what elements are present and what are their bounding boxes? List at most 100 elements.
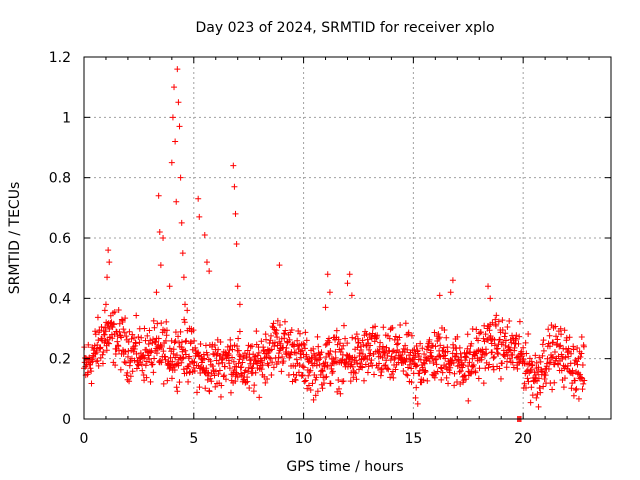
data-point [182, 301, 189, 308]
data-point [227, 343, 234, 350]
data-point [414, 400, 421, 407]
data-point [102, 301, 109, 308]
data-point [151, 355, 158, 362]
data-point [149, 340, 156, 347]
data-point [122, 315, 129, 322]
data-point [535, 403, 542, 410]
data-point [485, 283, 492, 290]
data-point [516, 318, 523, 325]
data-point [131, 335, 138, 342]
data-point [294, 337, 301, 344]
data-point [287, 351, 294, 358]
data-point [216, 367, 223, 374]
data-point [359, 337, 366, 344]
data-point [382, 362, 389, 369]
data-point [450, 359, 457, 366]
y-tick-label: 0.6 [49, 231, 71, 247]
data-point [475, 375, 482, 382]
data-point [192, 344, 199, 351]
data-point [417, 340, 424, 347]
data-point [259, 362, 266, 369]
data-point [169, 358, 176, 365]
data-point [466, 359, 473, 366]
data-point [445, 380, 452, 387]
data-point [478, 356, 485, 363]
data-point [242, 367, 249, 374]
data-point [211, 372, 218, 379]
data-point [157, 262, 164, 269]
data-point [368, 334, 375, 341]
data-point [307, 386, 314, 393]
data-point [227, 389, 234, 396]
data-point [271, 343, 278, 350]
data-point [160, 235, 167, 241]
data-point [408, 332, 415, 339]
data-point [129, 368, 136, 375]
data-point [121, 358, 128, 365]
data-point [531, 374, 538, 381]
data-point [141, 377, 148, 384]
data-point [293, 349, 300, 356]
data-point [580, 380, 587, 387]
data-point [441, 327, 448, 334]
data-point [124, 376, 131, 383]
data-point [270, 364, 277, 371]
data-point [112, 350, 119, 357]
data-point [352, 370, 359, 377]
data-point [364, 336, 371, 343]
data-point [564, 362, 571, 369]
data-point [491, 342, 498, 349]
data-point [402, 342, 409, 349]
data-point [378, 365, 385, 372]
data-point [138, 334, 145, 341]
data-point [551, 348, 558, 355]
data-point [221, 363, 228, 370]
data-point [227, 336, 234, 343]
data-point [554, 336, 561, 343]
data-point [442, 355, 449, 362]
data-point [447, 364, 454, 371]
data-point [573, 358, 580, 365]
data-point [578, 350, 585, 357]
data-point [166, 365, 173, 372]
data-point [403, 355, 410, 362]
data-point [494, 345, 501, 352]
data-point [403, 371, 410, 378]
data-point [437, 342, 444, 349]
data-point [379, 343, 386, 350]
data-points [81, 66, 588, 422]
data-point [180, 366, 187, 373]
data-point [434, 368, 441, 375]
data-point [569, 370, 576, 377]
data-point [465, 397, 472, 404]
data-point [377, 339, 384, 346]
data-point [537, 358, 544, 365]
data-point [361, 355, 368, 362]
data-point [145, 341, 152, 348]
data-point [540, 383, 547, 390]
x-tick-label: 15 [404, 431, 422, 447]
data-point [106, 340, 113, 347]
data-point [312, 352, 319, 359]
data-point [365, 363, 372, 370]
data-point [166, 345, 173, 352]
data-point [258, 366, 265, 373]
data-point [501, 333, 508, 340]
data-point [235, 360, 242, 367]
data-point [180, 354, 187, 361]
data-point [457, 368, 464, 375]
data-point [204, 352, 211, 359]
data-point [274, 342, 281, 349]
data-point [523, 384, 530, 391]
data-point [124, 353, 131, 360]
data-point [447, 289, 454, 296]
data-point [133, 350, 140, 357]
data-point [349, 334, 356, 341]
data-point [180, 274, 187, 281]
data-point [135, 362, 142, 369]
data-point [559, 353, 566, 360]
data-point [502, 330, 509, 337]
data-point [561, 327, 568, 334]
y-tick-label: 0.2 [49, 352, 71, 368]
data-point [133, 312, 140, 319]
